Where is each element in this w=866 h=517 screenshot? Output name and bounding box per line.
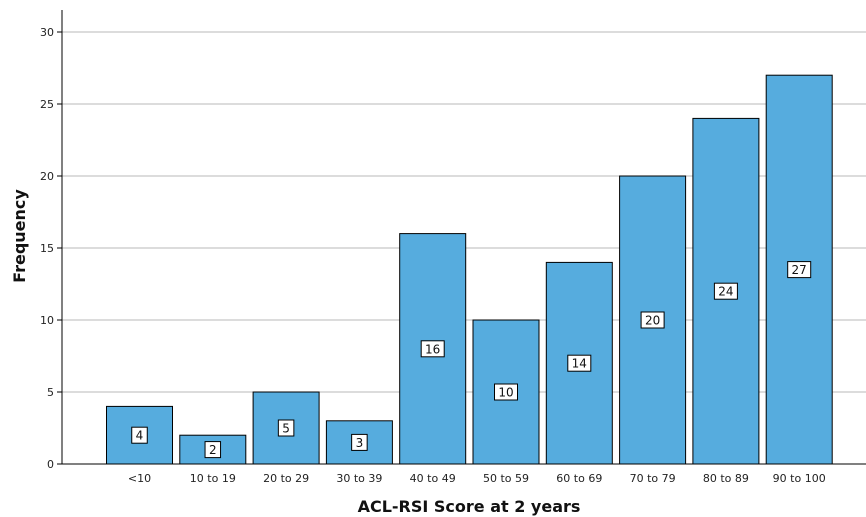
x-tick-label: 80 to 89 xyxy=(703,472,749,485)
data-label: 24 xyxy=(718,285,733,299)
x-tick-label: 50 to 59 xyxy=(483,472,529,485)
data-label-box xyxy=(567,354,592,372)
y-tick-label: 5 xyxy=(47,386,54,399)
x-tick-label: 90 to 100 xyxy=(773,472,826,485)
data-label-box xyxy=(131,426,148,444)
data-label-box xyxy=(420,340,445,358)
data-label-box xyxy=(640,311,665,329)
data-label: 5 xyxy=(282,422,290,436)
y-tick-label: 20 xyxy=(40,170,54,183)
bars xyxy=(106,74,833,465)
y-tick-label: 15 xyxy=(40,242,54,255)
y-tick-label: 30 xyxy=(40,26,54,39)
x-tick-label: 30 to 39 xyxy=(336,472,382,485)
x-tick-label: 10 to 19 xyxy=(190,472,236,485)
data-label-box xyxy=(713,282,738,300)
data-label: 3 xyxy=(356,436,364,450)
y-axis-title: Frequency xyxy=(10,189,29,283)
y-tick-label: 10 xyxy=(40,314,54,327)
x-axis-title: ACL-RSI Score at 2 years xyxy=(358,497,581,516)
y-axis-ticks: 0 5 10 15 20 25 30 xyxy=(40,26,62,471)
data-label: 10 xyxy=(498,386,513,400)
data-label: 16 xyxy=(425,342,440,356)
y-tick-label: 25 xyxy=(40,98,54,111)
data-label: 4 xyxy=(136,429,144,443)
x-tick-label: <10 xyxy=(128,472,151,485)
x-tick-label: 70 to 79 xyxy=(630,472,676,485)
data-label-box xyxy=(204,441,222,459)
x-tick-label: 60 to 69 xyxy=(556,472,602,485)
data-label-box xyxy=(351,433,368,451)
data-label: 27 xyxy=(792,263,807,277)
data-labels: 4 2 5 3 16 10 14 20 24 27 xyxy=(131,261,812,459)
x-tick-label: 40 to 49 xyxy=(410,472,456,485)
data-label: 2 xyxy=(209,443,217,457)
x-tick-label: 20 to 29 xyxy=(263,472,309,485)
x-axis-ticks: <10 10 to 19 20 to 29 30 to 39 40 to 49 50 to… xyxy=(128,472,826,485)
data-label-box xyxy=(787,261,812,279)
data-label-box xyxy=(494,383,518,401)
data-label: 14 xyxy=(572,357,587,371)
data-label-box xyxy=(277,419,295,437)
data-label: 20 xyxy=(645,314,660,328)
y-tick-label: 0 xyxy=(47,458,54,471)
